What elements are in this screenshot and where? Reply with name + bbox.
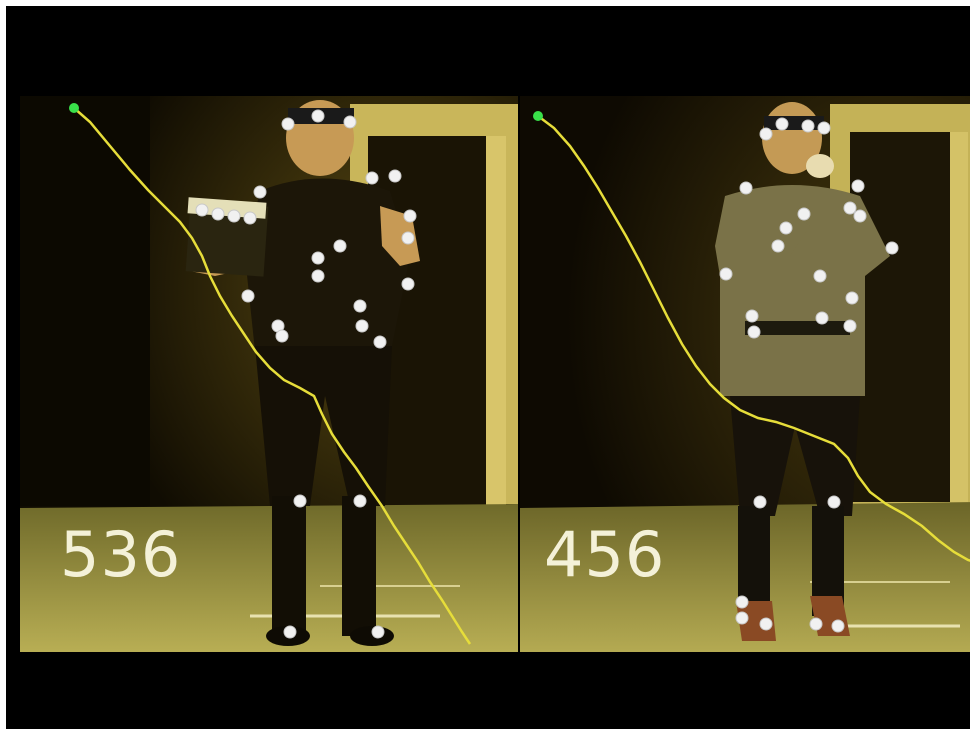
mocap-marker (853, 209, 867, 223)
mocap-marker (311, 269, 325, 283)
mocap-marker (753, 495, 767, 509)
mocap-marker (797, 207, 811, 221)
mocap-marker (813, 269, 827, 283)
mocap-marker (281, 117, 295, 131)
mocap-markers-right (719, 117, 899, 633)
mocap-marker (845, 291, 859, 305)
frame-number-right: 456 (544, 518, 666, 591)
dark-left-area (20, 96, 150, 506)
mocap-marker (333, 239, 347, 253)
mocap-marker (403, 209, 417, 223)
mocap-markers-left (195, 109, 417, 639)
trace-start-marker (69, 103, 79, 113)
mocap-marker (195, 203, 209, 217)
mocap-marker (311, 109, 325, 123)
mocap-marker (851, 179, 865, 193)
mocap-marker (745, 309, 759, 323)
mocap-marker (283, 625, 297, 639)
mocap-marker (747, 325, 761, 339)
held-object (806, 154, 834, 178)
motion-capture-panel-right: 456 (520, 96, 970, 652)
mocap-marker (275, 329, 289, 343)
mocap-marker (211, 207, 225, 221)
mocap-marker (817, 121, 831, 135)
mocap-marker (365, 171, 379, 185)
motion-capture-panel-left: 536 (20, 96, 518, 652)
mocap-marker (735, 595, 749, 609)
person-left (185, 100, 420, 646)
mocap-marker (401, 231, 415, 245)
mocap-marker (831, 619, 845, 633)
mocap-marker (388, 169, 402, 183)
mocap-marker (809, 617, 823, 631)
mocap-marker (293, 494, 307, 508)
mocap-marker (371, 625, 385, 639)
mocap-marker (373, 335, 387, 349)
mocap-marker (759, 127, 773, 141)
door-opening (850, 132, 950, 502)
mocap-marker (827, 495, 841, 509)
mocap-marker (343, 115, 357, 129)
mocap-marker (241, 289, 255, 303)
frame-number-left: 536 (60, 518, 182, 591)
scene-right (520, 96, 970, 652)
mocap-marker (243, 211, 257, 225)
mocap-marker (353, 494, 367, 508)
mocap-marker (759, 617, 773, 631)
mocap-marker (771, 239, 785, 253)
mocap-marker (815, 311, 829, 325)
mocap-marker (401, 277, 415, 291)
mocap-marker (227, 209, 241, 223)
mocap-marker (843, 319, 857, 333)
video-frame: 536 (6, 6, 970, 729)
trajectory-trace-left (73, 107, 472, 645)
scene-left (20, 96, 518, 652)
trajectory-trace-right (537, 115, 970, 562)
mocap-marker (775, 117, 789, 131)
mocap-marker (779, 221, 793, 235)
mocap-marker (739, 181, 753, 195)
mocap-marker (801, 119, 815, 133)
mocap-marker (719, 267, 733, 281)
mocap-marker (253, 185, 267, 199)
mocap-marker (311, 251, 325, 265)
door-jamb (950, 132, 968, 502)
mocap-marker (355, 319, 369, 333)
door-jamb (486, 136, 506, 506)
mocap-marker (735, 611, 749, 625)
mocap-marker (885, 241, 899, 255)
mocap-marker (353, 299, 367, 313)
mocap-marker (843, 201, 857, 215)
trace-start-marker (533, 111, 543, 121)
